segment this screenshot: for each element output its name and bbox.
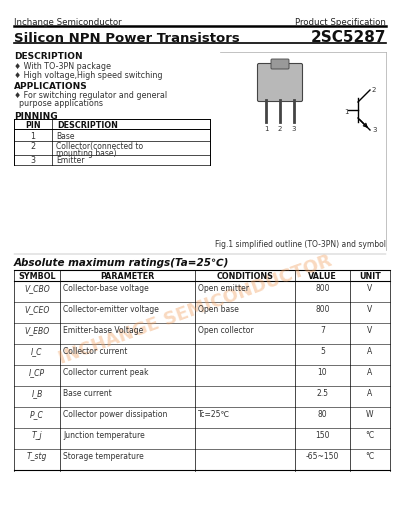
Text: I_C: I_C [31, 347, 43, 356]
Text: Emitter-base Voltage: Emitter-base Voltage [63, 326, 143, 335]
Text: CONDITIONS: CONDITIONS [216, 272, 274, 281]
Text: PINNING: PINNING [14, 112, 58, 121]
Text: A: A [367, 347, 373, 356]
Text: Tc=25℃: Tc=25℃ [198, 410, 230, 419]
Text: I_CP: I_CP [29, 368, 45, 377]
Text: 1: 1 [344, 109, 348, 115]
Text: Junction temperature: Junction temperature [63, 431, 145, 440]
Text: Storage temperature: Storage temperature [63, 452, 144, 461]
Text: 1: 1 [30, 132, 36, 141]
Text: 3: 3 [292, 126, 296, 132]
Text: 2SC5287: 2SC5287 [310, 30, 386, 45]
Text: INCHANGE SEMICONDUCTOR: INCHANGE SEMICONDUCTOR [56, 252, 334, 368]
Text: VALUE: VALUE [308, 272, 337, 281]
Text: -65~150: -65~150 [306, 452, 339, 461]
Text: DESCRIPTION: DESCRIPTION [57, 121, 118, 130]
Text: 7: 7 [320, 326, 325, 335]
Text: V_CBO: V_CBO [24, 284, 50, 293]
Text: 5: 5 [320, 347, 325, 356]
Text: 3: 3 [372, 127, 376, 133]
Text: Open base: Open base [198, 305, 239, 314]
Text: ♦ For switching regulator and general: ♦ For switching regulator and general [14, 91, 167, 100]
Text: Open emitter: Open emitter [198, 284, 249, 293]
Text: 2: 2 [30, 142, 36, 151]
Text: 1: 1 [264, 126, 268, 132]
Text: A: A [367, 368, 373, 377]
Text: Collector current peak: Collector current peak [63, 368, 148, 377]
Text: mounting base): mounting base) [56, 149, 116, 158]
Text: 3: 3 [30, 156, 36, 165]
Text: I_B: I_B [31, 389, 43, 398]
Text: Inchange Semiconductor: Inchange Semiconductor [14, 18, 122, 27]
Text: 80: 80 [318, 410, 327, 419]
Text: APPLICATIONS: APPLICATIONS [14, 82, 88, 91]
Text: Open collector: Open collector [198, 326, 254, 335]
Text: T_stg: T_stg [27, 452, 47, 461]
Text: 10: 10 [318, 368, 327, 377]
Text: PIN: PIN [25, 121, 41, 130]
Text: P_C: P_C [30, 410, 44, 419]
Text: V_EBO: V_EBO [24, 326, 50, 335]
Text: ♦ With TO-3PN package: ♦ With TO-3PN package [14, 62, 111, 71]
Text: 2: 2 [372, 87, 376, 93]
Text: DESCRIPTION: DESCRIPTION [14, 52, 83, 61]
Text: Base current: Base current [63, 389, 112, 398]
Text: V_CEO: V_CEO [24, 305, 50, 314]
Text: Collector current: Collector current [63, 347, 127, 356]
Text: V: V [367, 326, 373, 335]
FancyBboxPatch shape [271, 59, 289, 69]
Text: A: A [367, 389, 373, 398]
Text: 2.5: 2.5 [316, 389, 328, 398]
Text: Emitter: Emitter [56, 156, 84, 165]
Text: T_j: T_j [32, 431, 42, 440]
FancyBboxPatch shape [258, 64, 302, 102]
Text: Fig.1 simplified outline (TO-3PN) and symbol: Fig.1 simplified outline (TO-3PN) and sy… [215, 240, 386, 249]
Text: Absolute maximum ratings(Ta=25℃): Absolute maximum ratings(Ta=25℃) [14, 258, 229, 268]
Text: Base: Base [56, 132, 74, 141]
Text: Collector power dissipation: Collector power dissipation [63, 410, 167, 419]
Text: PARAMETER: PARAMETER [100, 272, 155, 281]
Text: °C: °C [366, 431, 374, 440]
Text: purpose applications: purpose applications [14, 99, 103, 108]
Text: 2: 2 [278, 126, 282, 132]
Text: Collector-base voltage: Collector-base voltage [63, 284, 149, 293]
Text: 150: 150 [315, 431, 330, 440]
Text: 800: 800 [315, 305, 330, 314]
Text: Collector(connected to: Collector(connected to [56, 142, 143, 151]
Text: V: V [367, 284, 373, 293]
Text: SYMBOL: SYMBOL [18, 272, 56, 281]
Text: 800: 800 [315, 284, 330, 293]
Text: ♦ High voltage,High speed switching: ♦ High voltage,High speed switching [14, 70, 162, 79]
Text: W: W [366, 410, 374, 419]
Text: Product Specification: Product Specification [295, 18, 386, 27]
Text: °C: °C [366, 452, 374, 461]
Text: Silicon NPN Power Transistors: Silicon NPN Power Transistors [14, 32, 240, 45]
Text: V: V [367, 305, 373, 314]
Text: Collector-emitter voltage: Collector-emitter voltage [63, 305, 159, 314]
Text: UNIT: UNIT [359, 272, 381, 281]
